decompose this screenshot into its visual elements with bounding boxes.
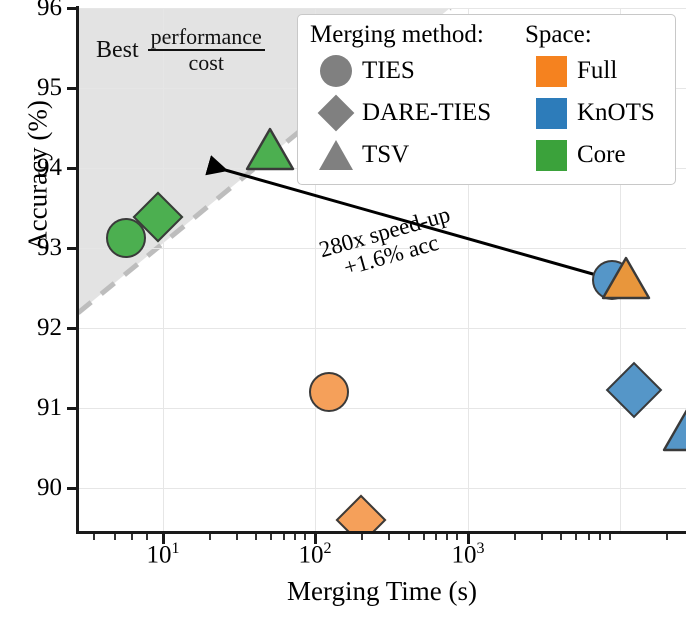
- y-tick-label-92: 92: [37, 314, 62, 341]
- triangle-icon: [310, 140, 362, 170]
- y-tick-label-93: 93: [37, 234, 62, 261]
- legend-label-ties: TIES: [362, 57, 415, 84]
- gridline-93: [78, 248, 686, 249]
- legend-title-method: Merging method:: [310, 21, 484, 48]
- gridline-10e1: [163, 8, 164, 532]
- x-tickmark-minor: [93, 534, 95, 540]
- x-tickmark-minor: [541, 534, 543, 540]
- x-tickmark-minor: [609, 534, 611, 540]
- best-region-denominator: cost: [188, 50, 224, 76]
- legend-item-tsv[interactable]: TSV: [310, 134, 525, 176]
- best-region-fraction: performance cost: [147, 24, 265, 76]
- x-tickmark-minor: [514, 534, 516, 540]
- x-tickmark-minor: [146, 534, 148, 540]
- x-tickmark-minor: [560, 534, 562, 540]
- color-swatch-core: [525, 139, 577, 171]
- legend-item-knots[interactable]: KnOTS: [525, 92, 655, 134]
- legend-label-core: Core: [577, 141, 626, 168]
- legend-label-full: Full: [577, 57, 618, 84]
- color-swatch-full: [525, 55, 577, 87]
- y-tickmark-96: [67, 7, 77, 10]
- diamond-icon: [310, 94, 362, 132]
- legend-item-full[interactable]: Full: [525, 50, 655, 92]
- y-tick-label-95: 95: [37, 74, 62, 101]
- x-tickmark-minor: [114, 534, 116, 540]
- x-tick-label-10e2: 102: [298, 540, 332, 569]
- data-point-knots-tsv[interactable]: [661, 407, 686, 453]
- x-tickmark-minor: [270, 534, 272, 540]
- y-tickmark-94: [67, 167, 77, 170]
- x-tickmark-minor: [255, 534, 257, 540]
- best-region-numerator: performance: [150, 24, 262, 49]
- y-tickmark-92: [67, 327, 77, 330]
- x-tickmark-minor: [446, 534, 448, 540]
- x-tickmark-minor: [283, 534, 285, 540]
- x-tickmark-minor: [588, 534, 590, 540]
- x-tickmark-10e1: [162, 534, 165, 544]
- x-tickmark-minor: [209, 534, 211, 540]
- x-tickmark-minor: [236, 534, 238, 540]
- x-tickmark-minor: [294, 534, 296, 540]
- y-tick-label-94: 94: [37, 154, 62, 181]
- y-tick-label-91: 91: [37, 394, 62, 421]
- data-point-full-tsv[interactable]: [600, 255, 652, 301]
- gridline-90: [78, 488, 686, 489]
- legend-column-method: Merging method: TIES DARE-TIES TSV: [310, 21, 525, 176]
- x-tickmark-minor: [575, 534, 577, 540]
- legend-title-space: Space:: [525, 21, 592, 48]
- speedup-arrow: [205, 155, 615, 282]
- y-tickmark-90: [67, 487, 77, 490]
- x-tick-label-10e3: 103: [451, 540, 485, 569]
- x-tick-label-10e1: 101: [146, 540, 180, 569]
- circle-icon: [310, 55, 362, 87]
- legend-item-ties[interactable]: TIES: [310, 50, 525, 92]
- y-axis-spine: [76, 6, 79, 534]
- data-point-full-ties[interactable]: [309, 372, 349, 412]
- x-tickmark-10e2: [314, 534, 317, 544]
- x-tickmark-minor: [388, 534, 390, 540]
- x-axis-label: Merging Time (s): [286, 576, 478, 606]
- legend-item-core[interactable]: Core: [525, 134, 655, 176]
- x-tickmark-minor: [131, 534, 133, 540]
- x-tickmark-minor: [361, 534, 363, 540]
- x-tickmark-10e3: [467, 534, 470, 544]
- gridline-10e3: [468, 8, 469, 532]
- legend-item-dare-ties[interactable]: DARE-TIES: [310, 92, 525, 134]
- x-axis-spine: [76, 531, 686, 534]
- y-tick-label-90: 90: [37, 474, 62, 501]
- x-tickmark-minor: [435, 534, 437, 540]
- y-tick-label-96: 96: [37, 0, 62, 21]
- y-tickmark-95: [67, 87, 77, 90]
- legend-column-space: Space: Full KnOTS Core: [525, 21, 655, 176]
- x-tickmark-minor: [423, 534, 425, 540]
- legend-label-knots: KnOTS: [577, 99, 655, 126]
- legend-label-dare-ties: DARE-TIES: [362, 99, 492, 126]
- x-tickmark-minor: [666, 534, 668, 540]
- legend: Merging method: TIES DARE-TIES TSV Space…: [297, 14, 676, 185]
- x-tickmark-minor: [304, 534, 306, 540]
- x-tickmark-minor: [599, 534, 601, 540]
- y-tickmark-91: [67, 407, 77, 410]
- gridline-91: [78, 408, 686, 409]
- color-swatch-knots: [525, 97, 577, 129]
- x-tickmark-minor: [456, 534, 458, 540]
- x-tickmark-minor: [408, 534, 410, 540]
- gridline-10e2: [315, 8, 316, 532]
- fraction-bar: [147, 49, 265, 52]
- gridline-96: [78, 8, 686, 9]
- best-region-label: Best performance cost: [96, 24, 265, 76]
- y-tickmark-93: [67, 247, 77, 250]
- legend-label-tsv: TSV: [362, 141, 410, 168]
- gridline-92: [78, 328, 686, 329]
- best-region-prefix: Best: [96, 36, 139, 63]
- data-point-core-tsv[interactable]: [244, 126, 296, 172]
